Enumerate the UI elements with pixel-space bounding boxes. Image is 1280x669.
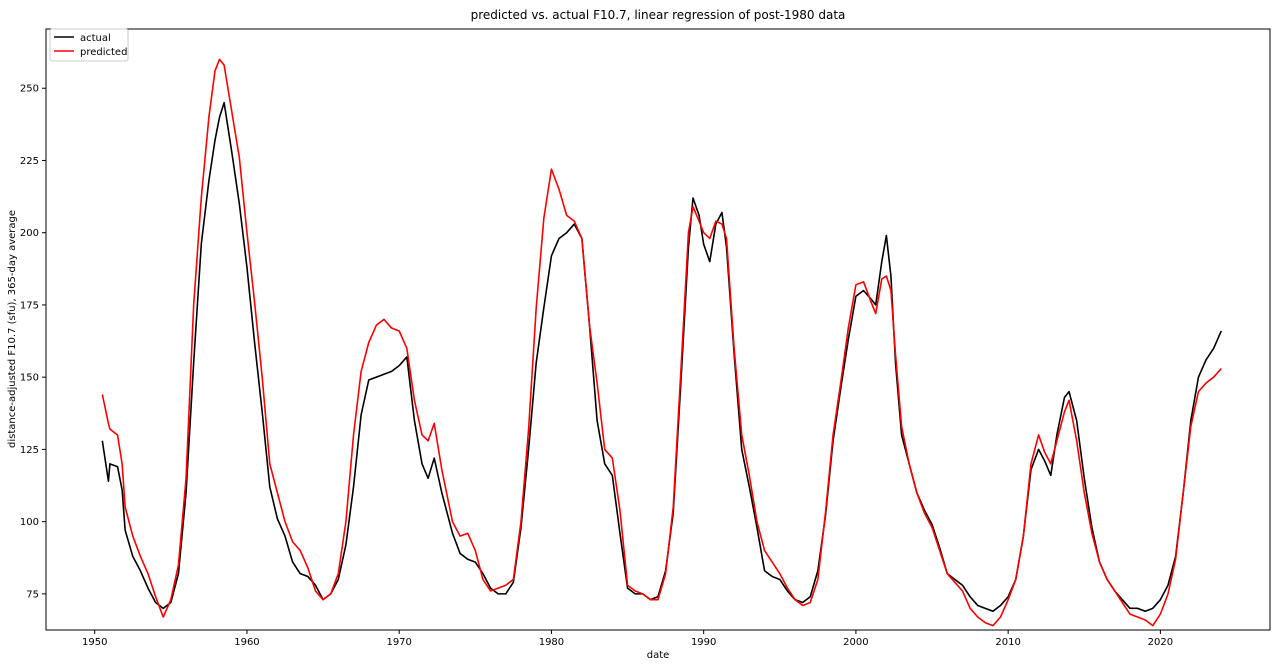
- x-tick-label: 1950: [82, 637, 107, 648]
- y-tick-label: 75: [26, 589, 39, 600]
- legend-label-actual: actual: [80, 33, 111, 44]
- x-tick-label: 1990: [691, 637, 716, 648]
- x-tick-label: 1970: [386, 637, 411, 648]
- legend-label-predicted: predicted: [80, 47, 127, 58]
- y-tick-label: 225: [20, 156, 39, 167]
- x-tick-label: 1960: [234, 637, 259, 648]
- y-tick-label: 150: [20, 373, 39, 384]
- series-line-predicted: [101, 58, 1222, 627]
- y-tick-label: 100: [20, 517, 39, 528]
- plot-area: [45, 28, 1271, 631]
- chart-title: predicted vs. actual F10.7, linear regre…: [471, 8, 846, 22]
- y-axis: 75 100 125 150 175 200 225 250: [20, 84, 46, 600]
- x-tick-label: 1980: [539, 637, 564, 648]
- y-tick-label: 200: [20, 228, 39, 239]
- x-tick-label: 2010: [995, 637, 1020, 648]
- y-axis-label: distance-adjusted F10.7 (sfu), 365-day a…: [7, 210, 18, 448]
- x-tick-label: 2020: [1148, 637, 1173, 648]
- y-tick-label: 125: [20, 445, 39, 456]
- x-axis: 1950 1960 1970 1980 1990 2000 2010 2020: [82, 630, 1173, 648]
- plot-frame: [45, 28, 1271, 631]
- y-tick-label: 250: [20, 84, 39, 95]
- y-tick-label: 175: [20, 300, 39, 311]
- legend: actual predicted: [49, 28, 129, 62]
- x-axis-label: date: [647, 650, 670, 661]
- x-tick-label: 2000: [843, 637, 868, 648]
- series-layer: [101, 58, 1223, 627]
